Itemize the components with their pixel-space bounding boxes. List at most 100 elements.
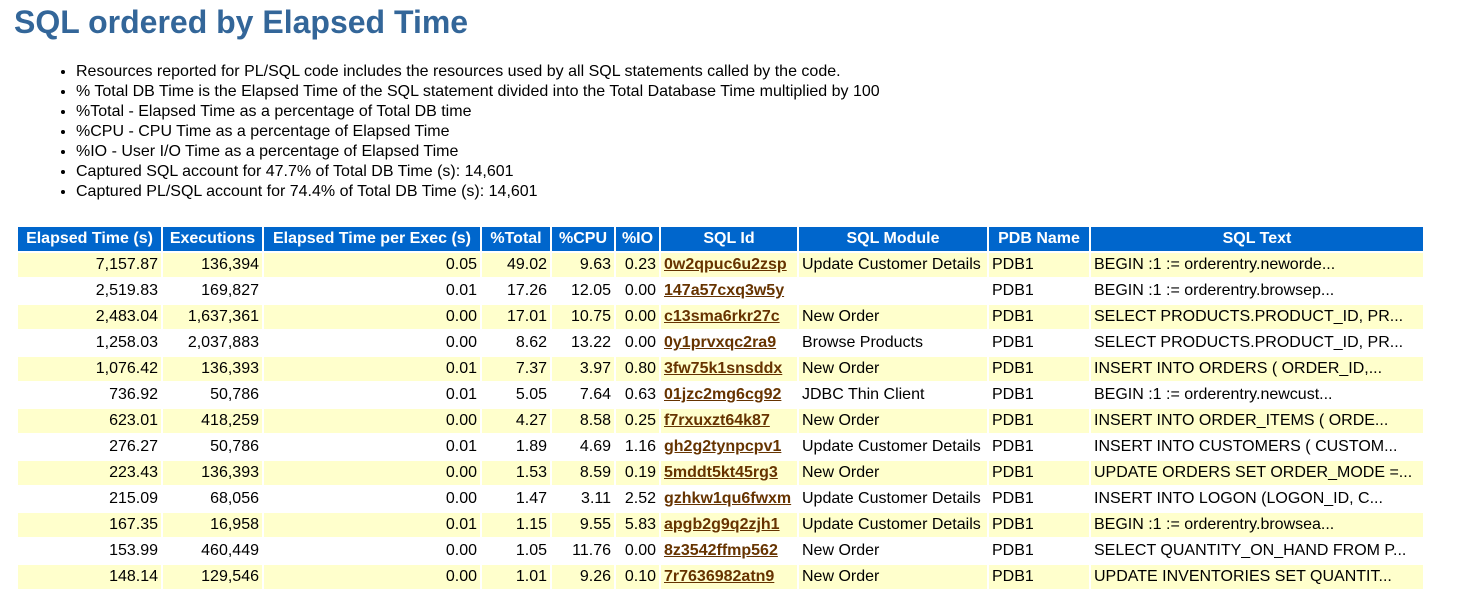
sql-id-link[interactable]: c13sma6rkr27c <box>664 308 780 325</box>
elapsed-time-cell: 223.43 <box>18 461 161 485</box>
total-pct-cell: 17.01 <box>482 305 550 329</box>
total-pct-cell: 1.01 <box>482 565 550 589</box>
table-row: 167.35 16,958 0.01 1.15 9.55 5.83 apgb2g9q2zjh… <box>18 513 1423 537</box>
table-row: 153.99 460,449 0.00 1.05 11.76 0.00 8z3542ffmp… <box>18 539 1423 563</box>
sql-id-link[interactable]: 0y1prvxqc2ra9 <box>664 334 777 351</box>
pdb-name-cell: PDB1 <box>989 409 1089 433</box>
elapsed-per-exec-cell: 0.00 <box>264 331 480 355</box>
sql-text-cell: INSERT INTO LOGON (LOGON_ID, C... <box>1091 487 1423 511</box>
cpu-pct-cell: 9.63 <box>552 253 614 277</box>
cpu-pct-cell: 3.11 <box>552 487 614 511</box>
elapsed-time-cell: 1,076.42 <box>18 357 161 381</box>
total-pct-cell: 17.26 <box>482 279 550 303</box>
sql-id-link[interactable]: 3fw75k1snsddx <box>664 360 783 377</box>
sql-id-cell: gzhkw1qu6fwxm <box>661 487 797 511</box>
cpu-pct-cell: 12.05 <box>552 279 614 303</box>
executions-cell: 50,786 <box>163 435 262 459</box>
sql-id-cell: gh2g2tynpcpv1 <box>661 435 797 459</box>
io-pct-cell: 0.23 <box>616 253 659 277</box>
total-pct-cell: 7.37 <box>482 357 550 381</box>
executions-cell: 50,786 <box>163 383 262 407</box>
note-item: Captured PL/SQL account for 74.4% of Tot… <box>76 182 880 202</box>
pdb-name-cell: PDB1 <box>989 305 1089 329</box>
elapsed-per-exec-cell: 0.00 <box>264 565 480 589</box>
elapsed-per-exec-cell: 0.00 <box>264 539 480 563</box>
table-row: 623.01 418,259 0.00 4.27 8.58 0.25 f7rxuxzt64k… <box>18 409 1423 433</box>
total-pct-cell: 1.05 <box>482 539 550 563</box>
sql-elapsed-time-table: Elapsed Time (s) Executions Elapsed Time p… <box>16 225 1425 591</box>
table-header-row: Elapsed Time (s) Executions Elapsed Time p… <box>18 227 1423 251</box>
sql-id-cell: 5mddt5kt45rg3 <box>661 461 797 485</box>
executions-cell: 169,827 <box>163 279 262 303</box>
cpu-pct-cell: 9.26 <box>552 565 614 589</box>
table-row: 215.09 68,056 0.00 1.47 3.11 2.52 gzhkw1qu6fwx… <box>18 487 1423 511</box>
sql-id-link[interactable]: gzhkw1qu6fwxm <box>664 490 792 507</box>
pdb-name-cell: PDB1 <box>989 331 1089 355</box>
header-io-pct: %IO <box>616 227 659 251</box>
executions-cell: 16,958 <box>163 513 262 537</box>
sql-module-cell: New Order <box>799 461 987 485</box>
io-pct-cell: 0.00 <box>616 279 659 303</box>
header-pdb-name: PDB Name <box>989 227 1089 251</box>
sql-id-link[interactable]: 8z3542ffmp562 <box>664 542 778 559</box>
executions-cell: 68,056 <box>163 487 262 511</box>
sql-text-cell: BEGIN :1 := orderentry.newcust... <box>1091 383 1423 407</box>
io-pct-cell: 0.10 <box>616 565 659 589</box>
sql-text-cell: INSERT INTO ORDER_ITEMS ( ORDE... <box>1091 409 1423 433</box>
sql-text-cell: BEGIN :1 := orderentry.browsea... <box>1091 513 1423 537</box>
io-pct-cell: 2.52 <box>616 487 659 511</box>
table-row: 276.27 50,786 0.01 1.89 4.69 1.16 gh2g2tynpcpv… <box>18 435 1423 459</box>
sql-id-cell: 0w2qpuc6u2zsp <box>661 253 797 277</box>
io-pct-cell: 0.00 <box>616 539 659 563</box>
pdb-name-cell: PDB1 <box>989 539 1089 563</box>
sql-module-cell: New Order <box>799 357 987 381</box>
note-item: % Total DB Time is the Elapsed Time of t… <box>76 82 880 102</box>
sql-id-cell: c13sma6rkr27c <box>661 305 797 329</box>
sql-text-cell: BEGIN :1 := orderentry.browsep... <box>1091 279 1423 303</box>
sql-id-cell: 3fw75k1snsddx <box>661 357 797 381</box>
sql-text-cell: INSERT INTO CUSTOMERS ( CUSTOM... <box>1091 435 1423 459</box>
elapsed-per-exec-cell: 0.00 <box>264 409 480 433</box>
header-sql-module: SQL Module <box>799 227 987 251</box>
sql-text-cell: SELECT QUANTITY_ON_HAND FROM P... <box>1091 539 1423 563</box>
executions-cell: 136,394 <box>163 253 262 277</box>
sql-id-link[interactable]: 147a57cxq3w5y <box>664 282 785 299</box>
sql-id-link[interactable]: 01jzc2mg6cg92 <box>664 386 782 403</box>
total-pct-cell: 49.02 <box>482 253 550 277</box>
io-pct-cell: 0.00 <box>616 331 659 355</box>
elapsed-per-exec-cell: 0.00 <box>264 305 480 329</box>
total-pct-cell: 1.89 <box>482 435 550 459</box>
cpu-pct-cell: 10.75 <box>552 305 614 329</box>
note-item: Resources reported for PL/SQL code inclu… <box>76 62 880 82</box>
sql-id-link[interactable]: 0w2qpuc6u2zsp <box>664 256 787 273</box>
cpu-pct-cell: 7.64 <box>552 383 614 407</box>
io-pct-cell: 0.19 <box>616 461 659 485</box>
cpu-pct-cell: 11.76 <box>552 539 614 563</box>
sql-id-cell: apgb2g9q2zjh1 <box>661 513 797 537</box>
sql-id-link[interactable]: f7rxuxzt64k87 <box>664 412 770 429</box>
sql-id-cell: 147a57cxq3w5y <box>661 279 797 303</box>
sql-id-link[interactable]: 7r7636982atn9 <box>664 568 775 585</box>
cpu-pct-cell: 13.22 <box>552 331 614 355</box>
sql-id-link[interactable]: apgb2g9q2zjh1 <box>664 516 780 533</box>
sql-module-cell: New Order <box>799 305 987 329</box>
table-row: 2,519.83 169,827 0.01 17.26 12.05 0.00 147a57c… <box>18 279 1423 303</box>
cpu-pct-cell: 8.58 <box>552 409 614 433</box>
elapsed-per-exec-cell: 0.01 <box>264 383 480 407</box>
table-row: 7,157.87 136,394 0.05 49.02 9.63 0.23 0w2qpuc6… <box>18 253 1423 277</box>
sql-id-link[interactable]: gh2g2tynpcpv1 <box>664 438 782 455</box>
executions-cell: 2,037,883 <box>163 331 262 355</box>
executions-cell: 136,393 <box>163 461 262 485</box>
pdb-name-cell: PDB1 <box>989 461 1089 485</box>
elapsed-time-cell: 736.92 <box>18 383 161 407</box>
elapsed-time-cell: 215.09 <box>18 487 161 511</box>
sql-text-cell: SELECT PRODUCTS.PRODUCT_ID, PR... <box>1091 305 1423 329</box>
sql-module-cell: Update Customer Details <box>799 513 987 537</box>
sql-id-link[interactable]: 5mddt5kt45rg3 <box>664 464 778 481</box>
pdb-name-cell: PDB1 <box>989 487 1089 511</box>
table-row: 148.14 129,546 0.00 1.01 9.26 0.10 7r7636982at… <box>18 565 1423 589</box>
sql-module-cell: JDBC Thin Client <box>799 383 987 407</box>
header-elapsed-time: Elapsed Time (s) <box>18 227 161 251</box>
executions-cell: 460,449 <box>163 539 262 563</box>
elapsed-time-cell: 153.99 <box>18 539 161 563</box>
